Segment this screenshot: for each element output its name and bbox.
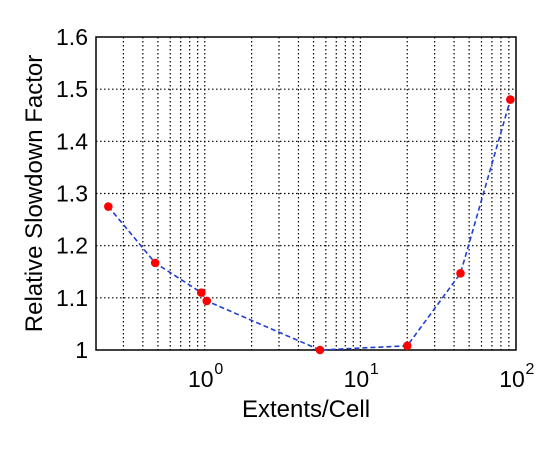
y-tick-label: 1.2 [56,233,88,259]
data-point [197,288,206,297]
data-point [402,341,412,351]
data-point [315,345,325,355]
grid [96,37,516,350]
y-axis-label: Relative Slowdown Factor [21,55,48,332]
series-line [107,99,512,351]
x-axis-label: Extents/Cell [242,396,370,423]
x-tick-labels: 10 0 10 1 10 2 [188,361,535,392]
y-tick-label: 1.3 [56,181,88,207]
x-tick-label: 10 [344,366,370,392]
x-tick-label: 10 [188,366,214,392]
data-point [202,296,212,306]
data-point [506,95,515,104]
x-tick-exponent: 2 [526,361,535,378]
y-tick-label: 1.4 [56,128,88,154]
data-point [150,258,160,268]
x-tick-label: 10 [499,366,525,392]
y-tick-label: 1.5 [56,76,88,102]
x-tick-exponent: 0 [214,361,223,378]
series [104,95,515,355]
data-point [104,202,113,211]
y-tick-label: 1.6 [56,24,88,50]
y-tick-label: 1 [75,337,88,363]
y-tick-labels: 1 1.1 1.2 1.3 1.4 1.5 1.6 [56,24,88,363]
data-point [456,269,465,278]
x-tick-exponent: 1 [370,361,379,378]
y-tick-label: 1.1 [56,285,88,311]
plot-frame [95,36,517,351]
